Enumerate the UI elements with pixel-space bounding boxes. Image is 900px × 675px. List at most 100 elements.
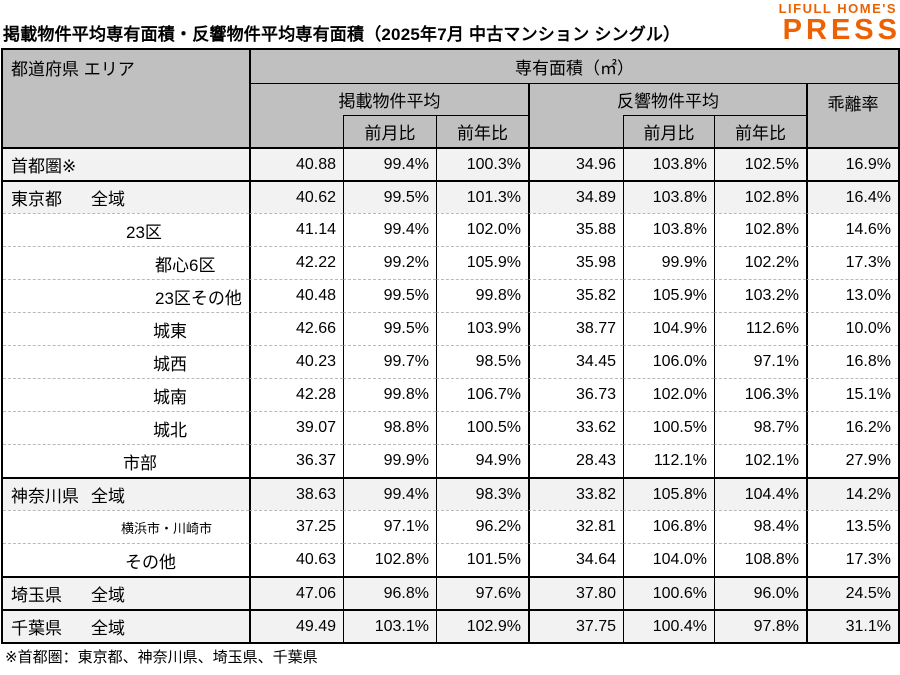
value-cell: 112.1% <box>623 444 714 477</box>
value-cell: 16.9% <box>806 147 898 180</box>
value-cell: 99.5% <box>343 180 436 213</box>
value-cell: 98.7% <box>714 411 806 444</box>
value-cell: 40.63 <box>249 543 343 576</box>
value-cell: 102.5% <box>714 147 806 180</box>
value-cell: 98.4% <box>714 510 806 543</box>
value-cell: 34.64 <box>528 543 623 576</box>
footnote: ※首都圏：東京都、神奈川県、埼玉県、千葉県 <box>5 649 318 666</box>
value-cell: 40.48 <box>249 279 343 312</box>
value-cell: 104.9% <box>623 312 714 345</box>
row-label-cell: 千葉県 全域 <box>3 609 249 642</box>
row-label-cell: 市部 <box>3 444 249 477</box>
value-cell: 102.8% <box>714 180 806 213</box>
value-cell: 100.5% <box>623 411 714 444</box>
value-cell: 99.4% <box>343 477 436 510</box>
value-cell: 99.2% <box>343 246 436 279</box>
logo-line-1: LIFULL HOME'S <box>778 1 897 16</box>
value-cell: 13.0% <box>806 279 898 312</box>
value-cell: 94.9% <box>436 444 528 477</box>
value-cell: 98.8% <box>343 411 436 444</box>
value-cell: 102.8% <box>343 543 436 576</box>
value-cell: 100.6% <box>623 576 714 609</box>
value-cell: 102.9% <box>436 609 528 642</box>
value-cell: 99.8% <box>343 378 436 411</box>
listed-mom-header: 前月比 <box>343 115 436 147</box>
value-cell: 101.5% <box>436 543 528 576</box>
value-cell: 38.77 <box>528 312 623 345</box>
value-cell: 36.73 <box>528 378 623 411</box>
value-cell: 96.2% <box>436 510 528 543</box>
value-cell: 100.5% <box>436 411 528 444</box>
value-cell: 37.80 <box>528 576 623 609</box>
value-cell: 16.4% <box>806 180 898 213</box>
value-cell: 103.8% <box>623 147 714 180</box>
value-cell: 40.88 <box>249 147 343 180</box>
value-cell: 101.3% <box>436 180 528 213</box>
row-label-cell: 首都圏※ <box>3 147 249 180</box>
value-cell: 24.5% <box>806 576 898 609</box>
value-cell: 42.66 <box>249 312 343 345</box>
value-cell: 112.6% <box>714 312 806 345</box>
value-cell: 100.3% <box>436 147 528 180</box>
value-cell: 27.9% <box>806 444 898 477</box>
value-cell: 32.81 <box>528 510 623 543</box>
value-cell: 49.49 <box>249 609 343 642</box>
value-cell: 42.28 <box>249 378 343 411</box>
value-cell: 97.6% <box>436 576 528 609</box>
value-cell: 16.8% <box>806 345 898 378</box>
row-label-cell: 都心6区 <box>3 246 249 279</box>
value-cell: 99.7% <box>343 345 436 378</box>
value-cell: 105.8% <box>623 477 714 510</box>
value-cell: 34.89 <box>528 180 623 213</box>
value-cell: 38.63 <box>249 477 343 510</box>
value-cell: 13.5% <box>806 510 898 543</box>
value-cell: 31.1% <box>806 609 898 642</box>
corner-header-cell: 都道府県 エリア <box>3 50 249 147</box>
value-cell: 99.8% <box>436 279 528 312</box>
value-cell: 102.0% <box>623 378 714 411</box>
value-cell: 105.9% <box>436 246 528 279</box>
value-cell: 35.82 <box>528 279 623 312</box>
value-cell: 40.23 <box>249 345 343 378</box>
value-cell: 105.9% <box>623 279 714 312</box>
value-cell: 102.1% <box>714 444 806 477</box>
value-cell: 98.3% <box>436 477 528 510</box>
row-label-cell: 城北 <box>3 411 249 444</box>
value-cell: 10.0% <box>806 312 898 345</box>
value-cell: 17.3% <box>806 246 898 279</box>
value-cell: 106.0% <box>623 345 714 378</box>
value-cell: 97.8% <box>714 609 806 642</box>
unit-header-cell: 専有面積（㎡） <box>249 50 898 83</box>
value-cell: 102.2% <box>714 246 806 279</box>
value-cell: 103.9% <box>436 312 528 345</box>
value-cell: 99.4% <box>343 147 436 180</box>
value-cell: 106.7% <box>436 378 528 411</box>
value-cell: 108.8% <box>714 543 806 576</box>
value-cell: 35.88 <box>528 213 623 246</box>
value-cell: 36.37 <box>249 444 343 477</box>
value-cell: 102.8% <box>714 213 806 246</box>
lifull-homes-press-logo: LIFULL HOME'S PRESS <box>779 2 897 45</box>
value-cell: 15.1% <box>806 378 898 411</box>
value-cell: 98.5% <box>436 345 528 378</box>
value-cell: 37.75 <box>528 609 623 642</box>
value-cell: 37.25 <box>249 510 343 543</box>
listed-yoy-header: 前年比 <box>436 115 528 147</box>
value-cell: 102.0% <box>436 213 528 246</box>
value-cell: 104.4% <box>714 477 806 510</box>
value-cell: 41.14 <box>249 213 343 246</box>
listed-group-header: 掲載物件平均 <box>249 83 528 115</box>
logo-line-2: PRESS <box>782 14 900 46</box>
area-statistics-table: 都道府県 エリア 専有面積（㎡） 掲載物件平均 反響物件平均 乖離率 前月比 前… <box>1 48 900 644</box>
value-cell: 99.5% <box>343 279 436 312</box>
inquiry-group-header: 反響物件平均 <box>528 83 806 115</box>
value-cell: 97.1% <box>714 345 806 378</box>
inquiry-mom-header: 前月比 <box>623 115 714 147</box>
page-title: 掲載物件平均専有面積・反響物件平均専有面積（2025年7月 中古マンション シン… <box>3 25 681 44</box>
header-spacer <box>249 115 343 147</box>
row-label-cell: 城西 <box>3 345 249 378</box>
row-label-cell: 横浜市・川崎市 <box>3 510 249 543</box>
value-cell: 97.1% <box>343 510 436 543</box>
value-cell: 100.4% <box>623 609 714 642</box>
